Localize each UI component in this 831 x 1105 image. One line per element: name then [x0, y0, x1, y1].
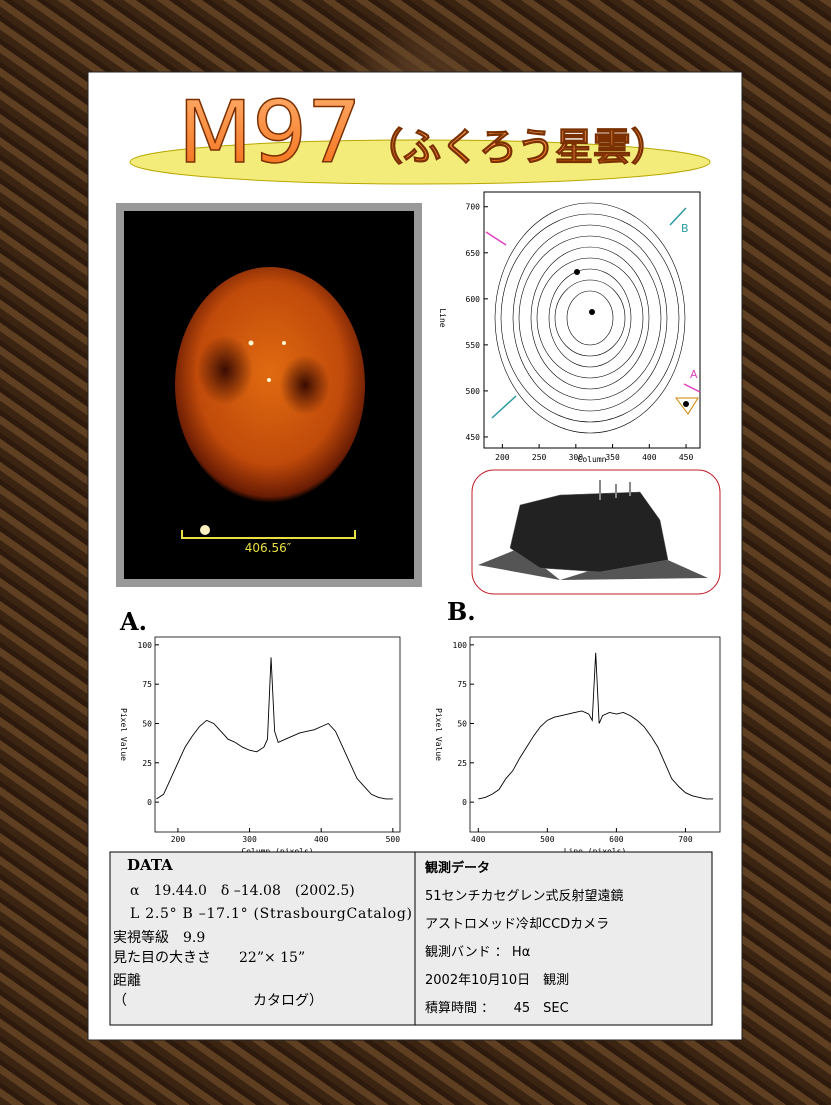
data-line: DATA — [127, 856, 173, 874]
x-tick-label: 300 — [569, 453, 584, 462]
contour-frame — [483, 191, 701, 449]
marker-label: A — [690, 368, 698, 381]
x-tick-label: 200 — [495, 453, 510, 462]
x-tick-label: 700 — [678, 835, 693, 844]
scale-bar — [181, 530, 356, 539]
marker-dot — [683, 401, 689, 407]
plot-frame — [154, 636, 401, 833]
observation-line: 2002年10月10日 観測 — [425, 973, 569, 988]
y-tick-label: 650 — [466, 249, 481, 258]
subtitle: （ふくろう星雲） — [365, 125, 669, 169]
x-tick-label: 200 — [171, 835, 186, 844]
arrow — [669, 207, 687, 226]
data-line: （ カタログ） — [113, 993, 323, 1009]
contour-star — [589, 309, 595, 315]
data-line: 距離 — [113, 972, 141, 989]
nebula-eye — [280, 355, 330, 415]
observation-line: アストロメッド冷却CCDカメラ — [425, 917, 609, 932]
y-tick-label: 50 — [142, 719, 152, 728]
x-tick-label: 250 — [532, 453, 547, 462]
contour-line — [530, 246, 650, 390]
contour-line — [518, 235, 662, 401]
y-tick-label: 100 — [453, 641, 468, 650]
data-line: L 2.5° B –17.1° (StrasbourgCatalog) — [130, 906, 412, 922]
y-axis-label: Pixel Value — [434, 708, 443, 761]
data-line: α 19.44.0 δ –14.08 (2002.5) — [130, 883, 355, 899]
observation-line: 観測データ — [424, 860, 490, 876]
nebula-eye — [197, 335, 253, 405]
observation-panel — [414, 851, 713, 1026]
y-axis-label: Pixel Value — [119, 708, 128, 761]
x-tick-label: 600 — [609, 835, 624, 844]
profile-line — [478, 652, 714, 800]
scale-label: 406.56″ — [245, 541, 292, 555]
y-tick-label: 50 — [457, 719, 467, 728]
observation-line: 51センチカセグレン式反射望遠鏡 — [425, 888, 624, 904]
star — [200, 525, 210, 535]
title-ellipse — [129, 139, 711, 185]
contour-line — [512, 224, 668, 412]
y-tick-label: 450 — [466, 433, 481, 442]
x-tick-label: 400 — [642, 453, 657, 462]
x-axis-label: Column — [578, 455, 607, 464]
contour-line — [500, 213, 680, 423]
surface-peaks — [599, 480, 631, 500]
surface-body — [509, 491, 669, 573]
y-tick-label: 500 — [466, 387, 481, 396]
profile-line — [156, 657, 393, 800]
y-tick-label: 75 — [142, 680, 152, 689]
y-tick-label: 0 — [462, 798, 467, 807]
x-tick-label: 400 — [314, 835, 329, 844]
y-axis-label: Line — [438, 308, 447, 327]
y-tick-label: 25 — [142, 759, 152, 768]
x-tick-label: 450 — [679, 453, 694, 462]
contour-line — [554, 279, 626, 357]
y-tick-label: 700 — [466, 203, 481, 212]
observation-line: 観測バンド ： Hα — [425, 945, 530, 960]
observation-line: 積算時間 ： 45 SEC — [425, 1001, 569, 1016]
data-line: 実視等級 9.9 — [113, 929, 205, 946]
panel-label: A. — [119, 607, 147, 636]
star — [248, 340, 254, 346]
data-line: 見た目の大きさ 22”× 15” — [113, 950, 305, 966]
x-tick-label: 400 — [471, 835, 486, 844]
panel-label: B. — [447, 597, 476, 626]
x-tick-label: 300 — [242, 835, 257, 844]
data-panel — [109, 851, 416, 1026]
y-tick-label: 25 — [457, 759, 467, 768]
x-tick-label: 350 — [605, 453, 620, 462]
y-tick-label: 75 — [457, 680, 467, 689]
nebula — [175, 267, 365, 503]
y-tick-label: 600 — [466, 295, 481, 304]
arrow — [485, 231, 507, 246]
x-tick-label: 500 — [386, 835, 401, 844]
contour-line — [494, 202, 686, 434]
contour-line — [566, 290, 614, 346]
contour-star — [574, 269, 580, 275]
arrow — [491, 395, 517, 419]
y-tick-label: 100 — [138, 641, 153, 650]
arrow — [683, 383, 701, 393]
star — [267, 378, 271, 382]
contour-line — [536, 257, 644, 379]
title: M97 — [178, 83, 362, 183]
y-tick-label: 0 — [147, 798, 152, 807]
contour-line — [548, 268, 632, 368]
x-tick-label: 500 — [540, 835, 555, 844]
star — [282, 341, 286, 345]
y-tick-label: 550 — [466, 341, 481, 350]
plot-frame — [469, 636, 721, 833]
marker-label: B — [681, 222, 689, 235]
